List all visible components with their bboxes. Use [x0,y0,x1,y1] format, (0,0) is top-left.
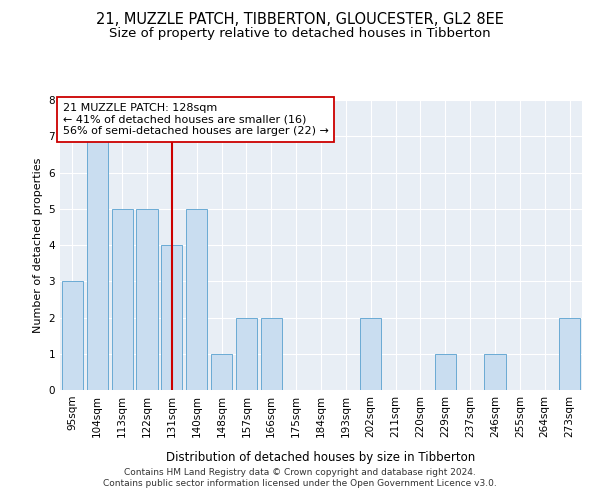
Bar [62,281,83,390]
Bar [261,318,282,390]
Text: Distribution of detached houses by size in Tibberton: Distribution of detached houses by size … [166,451,476,464]
Y-axis label: Number of detached properties: Number of detached properties [33,158,43,332]
Bar [161,245,182,390]
Bar [484,354,506,390]
Bar [559,318,580,390]
Text: 21 MUZZLE PATCH: 128sqm
← 41% of detached houses are smaller (16)
56% of semi-de: 21 MUZZLE PATCH: 128sqm ← 41% of detache… [62,103,328,136]
Bar [186,209,207,390]
Text: Size of property relative to detached houses in Tibberton: Size of property relative to detached ho… [109,28,491,40]
Text: 21, MUZZLE PATCH, TIBBERTON, GLOUCESTER, GL2 8EE: 21, MUZZLE PATCH, TIBBERTON, GLOUCESTER,… [96,12,504,28]
Bar [112,209,133,390]
Bar [136,209,158,390]
Text: Contains HM Land Registry data © Crown copyright and database right 2024.
Contai: Contains HM Land Registry data © Crown c… [103,468,497,487]
Bar [435,354,456,390]
Bar [360,318,381,390]
Bar [211,354,232,390]
Bar [87,136,108,390]
Bar [236,318,257,390]
